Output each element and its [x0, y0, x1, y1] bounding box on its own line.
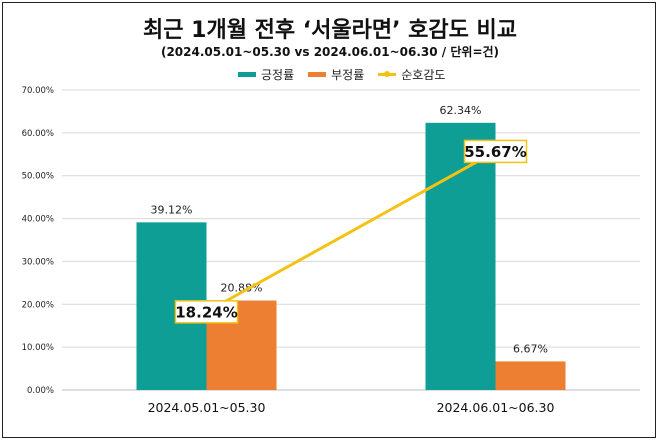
y-tick-label: 40.00% — [22, 215, 54, 225]
legend-label-positive: 긍정률 — [261, 68, 295, 82]
line-label-box — [174, 300, 239, 324]
data-label: 62.34% — [440, 104, 482, 117]
y-tick-label: 70.00% — [22, 86, 54, 96]
bar-positive — [425, 122, 496, 390]
line-net — [205, 150, 497, 314]
y-tick-label: 10.00% — [22, 343, 54, 353]
legend-label-net: 순호감도 — [401, 68, 446, 82]
legend-label-negative: 부정률 — [331, 68, 365, 82]
x-tick-label: 2024.05.01~05.30 — [148, 400, 266, 415]
y-tick-label: 0.00% — [27, 386, 54, 396]
x-tick-label: 2024.06.01~06.30 — [437, 400, 555, 415]
line-label-box — [463, 139, 528, 164]
legend-item-negative: 부정률 — [308, 66, 364, 83]
legend: 긍정률 부정률 순호감도 — [238, 66, 445, 83]
line-label: 55.67% — [464, 143, 526, 161]
data-label: 6.67% — [513, 342, 548, 355]
data-label: 39.12% — [151, 203, 193, 216]
legend-swatch-net — [378, 71, 397, 77]
legend-swatch-positive — [238, 72, 256, 77]
chart-subtitle: (2024.05.01~05.30 vs 2024.06.01~06.30 / … — [160, 45, 500, 59]
y-tick-label: 60.00% — [22, 129, 54, 139]
legend-swatch-negative — [308, 72, 327, 77]
chart-title: 최근 1개월 전후 ‘서울라면’ 호감도 비교 — [143, 18, 517, 43]
line-label: 18.24% — [175, 303, 237, 321]
bar-negative — [495, 361, 566, 390]
y-tick-label: 20.00% — [22, 300, 54, 310]
legend-item-positive: 긍정률 — [238, 66, 294, 83]
y-tick-label: 50.00% — [22, 172, 54, 182]
data-label: 20.88% — [221, 282, 263, 295]
y-tick-label: 30.00% — [22, 257, 54, 267]
legend-item-net: 순호감도 — [378, 66, 445, 83]
